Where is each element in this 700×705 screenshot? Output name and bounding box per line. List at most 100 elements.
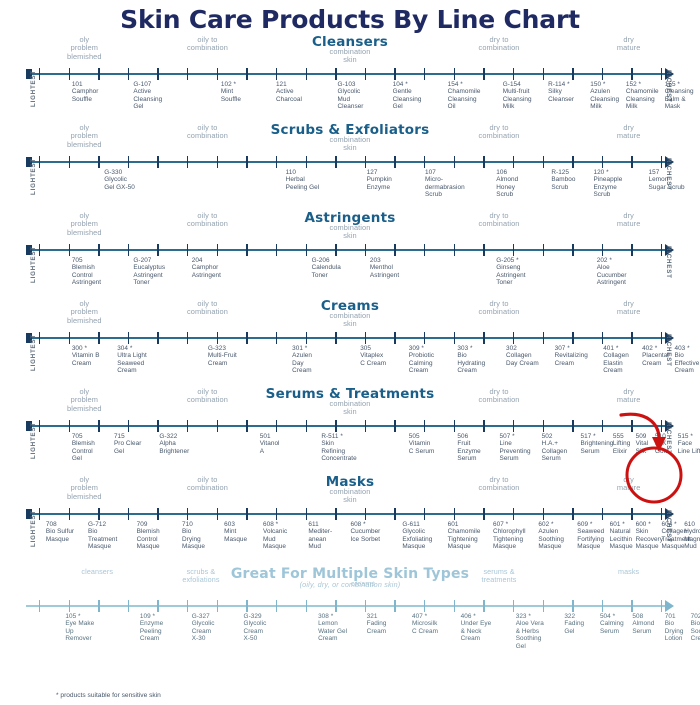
product-label[interactable]: 307 * Revitalizing Cream (554, 345, 588, 367)
product-label[interactable]: 705 Blemish Control Gel (71, 433, 95, 463)
product-label[interactable]: 155 * Cleansing Balm & Mask (664, 81, 694, 111)
product-label[interactable]: 303 * Bio Hydrating Cream (457, 345, 486, 375)
product-label[interactable]: 322 Fading Gel (564, 613, 585, 635)
product-label[interactable]: 600 * Skin Recovery Masque (635, 521, 663, 551)
product-label[interactable]: 608 * Volcanic Mud Masque (263, 521, 288, 551)
product-label[interactable]: 121 Active Charcoal (275, 81, 302, 103)
product-label[interactable]: 701 Bio Drying Lotion (664, 613, 684, 643)
product-label[interactable]: 110 Herbal Peeling Gel (285, 169, 320, 191)
product-label[interactable]: 407 * Microsilk C Cream (412, 613, 438, 635)
axis-tick (453, 600, 456, 612)
product-label[interactable]: 308 * Lemon Water Gel Cream (318, 613, 348, 643)
product-label[interactable]: 150 * Azulen Cleansing Milk (590, 81, 620, 111)
skin-type-zones: oly problem blemished oily to combination… (26, 210, 674, 244)
product-label[interactable]: R-125 Bamboo Scrub (551, 169, 576, 191)
product-labels: 105 * Eye Make Up Remover 109 * Enzyme Pe… (26, 613, 700, 653)
axis-tick (512, 332, 515, 344)
product-label[interactable]: 304 * Ultra Light Seaweed Cream (117, 345, 147, 375)
product-label[interactable]: 301 * Azulen Day Cream (292, 345, 312, 375)
product-label[interactable]: 309 * Probiotic Calming Cream (408, 345, 435, 375)
product-label[interactable]: 515 * Face Line Lift (677, 433, 700, 455)
product-label[interactable]: 601 * Natural Lecithin Masque (609, 521, 633, 551)
axis-tick (335, 156, 337, 168)
product-label[interactable]: 611 Mediter- anean Mud (308, 521, 333, 551)
product-label[interactable]: 323 * Aloe Vera & Herbs Soothing Gel (515, 613, 544, 650)
product-label[interactable]: G-323 Multi-Fruit Cream (207, 345, 237, 367)
product-label[interactable]: 602 * Azulen Soothing Masque (538, 521, 565, 551)
product-label[interactable]: G-107 Active Cleansing Gel (133, 81, 163, 111)
product-label[interactable]: G-207 Eucalyptus Astringent Toner (133, 257, 166, 287)
product-label[interactable]: 702 * Bio Soothing Cream (690, 613, 700, 643)
product-label[interactable]: G-103 Glycolic Mud Cleanser (337, 81, 364, 111)
product-label[interactable]: 402 * Placental Cream (642, 345, 669, 367)
product-label[interactable]: 401 * Collagen Elastin Cream (603, 345, 629, 375)
product-label[interactable]: 709 Blemish Control Masque (136, 521, 160, 551)
product-label[interactable]: 504 * Calming Serum (599, 613, 624, 635)
product-label[interactable]: 507 * Line Preventing Serum (499, 433, 531, 463)
product-label[interactable]: G-329 Glycolic Cream X-50 (243, 613, 267, 643)
product-label[interactable]: 505 Vitamin C Serum (408, 433, 435, 455)
product-label[interactable]: 109 * Enzyme Peeling Cream (139, 613, 164, 643)
product-label[interactable]: G-154 Multi-fruit Cleansing Milk (502, 81, 532, 111)
zone-label: oly problem blemished (67, 123, 102, 149)
product-label[interactable]: 610 Hydro Magnetic Mud (684, 521, 700, 551)
product-label[interactable]: G-611 Glycolic Exfoliating Masque (402, 521, 433, 551)
product-label[interactable]: 102 * Mint Souffle (220, 81, 242, 103)
product-label[interactable]: G-327 Glycolic Cream X-30 (191, 613, 215, 643)
product-label[interactable]: G-712 Bio Treatment Masque (88, 521, 118, 551)
product-label[interactable]: 501 Vitanol A (259, 433, 280, 455)
product-label[interactable]: 204 Camphor Astringent (191, 257, 221, 279)
product-label[interactable]: 508 Almond Serum (632, 613, 655, 635)
product-label[interactable]: 406 * Under Eye & Neck Cream (460, 613, 492, 643)
axis-label-lightest: LIGHTEST (30, 510, 37, 547)
product-label[interactable]: 708 Bio Sulfur Masque (45, 521, 75, 543)
product-label[interactable]: 120 * Pineapple Enzyme Scrub (593, 169, 623, 199)
product-label[interactable]: 609 * Seaweed Fortifying Masque (577, 521, 605, 551)
product-label[interactable]: R-511 * Skin Refining Concentrate (321, 433, 357, 463)
axis-tick (187, 244, 189, 256)
product-label[interactable]: 607 * Chlorophyll Tightening Masque (493, 521, 526, 551)
product-label[interactable]: R-114 * Silky Cleanser (548, 81, 575, 103)
zone-label: dry mature (616, 123, 641, 141)
product-label[interactable]: G-322 Alpha Brightener (159, 433, 190, 455)
product-label[interactable]: 152 * Chamomile Cleansing Milk (625, 81, 659, 111)
product-label[interactable]: 321 Fading Cream (366, 613, 387, 635)
product-label[interactable]: 101 Camphor Souffle (71, 81, 99, 103)
product-label[interactable]: 203 Menthol Astringent (369, 257, 400, 279)
product-label[interactable]: G-330 Glycolic Gel GX-50 (104, 169, 135, 191)
product-label[interactable]: 105 * Eye Make Up Remover (65, 613, 95, 643)
product-label[interactable]: 300 * Vitamin B Cream (71, 345, 100, 367)
axis-tick (394, 420, 396, 432)
zone-label: dry to combination (478, 475, 520, 493)
product-label[interactable]: 603 Mint Masque (224, 521, 248, 543)
product-label[interactable]: 202 * Aloe Cucumber Astringent (596, 257, 627, 287)
product-label[interactable]: 403 * Bio Effective Cream (674, 345, 700, 375)
product-label[interactable]: 705 Blemish Control Astringent (71, 257, 102, 287)
product-label[interactable]: 517 * Brightening Serum (580, 433, 614, 455)
section-subtitle: (oily, dry, or combination skin) (299, 580, 401, 589)
product-label[interactable]: G-206 Calendula Toner (311, 257, 341, 279)
product-label[interactable]: 104 * Gentle Cleansing Gel (392, 81, 422, 111)
product-label[interactable]: 710 Bio Drying Masque (182, 521, 206, 551)
axis-tick (246, 420, 248, 432)
product-label[interactable]: G-205 * Ginseng Astringent Toner (496, 257, 526, 287)
product-label[interactable]: 555 Lifting Elixir (612, 433, 631, 455)
product-label[interactable]: 157 Lemon Sugar Scrub (648, 169, 685, 191)
axis (26, 420, 674, 432)
product-label[interactable]: 608 * Cucumber Ice Sorbet (350, 521, 381, 543)
product-label[interactable]: 127 Pumpkin Enzyme (366, 169, 392, 191)
axis-line (26, 605, 666, 607)
product-label[interactable]: 305 Vitaplex C Cream (360, 345, 387, 367)
product-label[interactable]: 601 Chamomile Tightening Masque (447, 521, 481, 551)
product-label[interactable]: 154 * Chamomile Cleansing Oil (447, 81, 481, 111)
axis-tick (335, 420, 337, 432)
product-label[interactable]: 106 Almond Honey Scrub (496, 169, 519, 199)
axis-tick (68, 68, 70, 80)
product-label[interactable]: 604 * Collagen Treatment Masque (661, 521, 691, 551)
product-label[interactable]: 107 Micro- dermabrasion Scrub (425, 169, 465, 199)
product-label[interactable]: 302 Collagen Day Cream (506, 345, 539, 367)
axis-tick (542, 508, 544, 520)
product-label[interactable]: 506 Fruit Enzyme Serum (457, 433, 481, 463)
product-label[interactable]: 715 Pro Clear Gel (113, 433, 142, 455)
product-label[interactable]: 502 H.A.+ Collagen Serum (541, 433, 568, 463)
